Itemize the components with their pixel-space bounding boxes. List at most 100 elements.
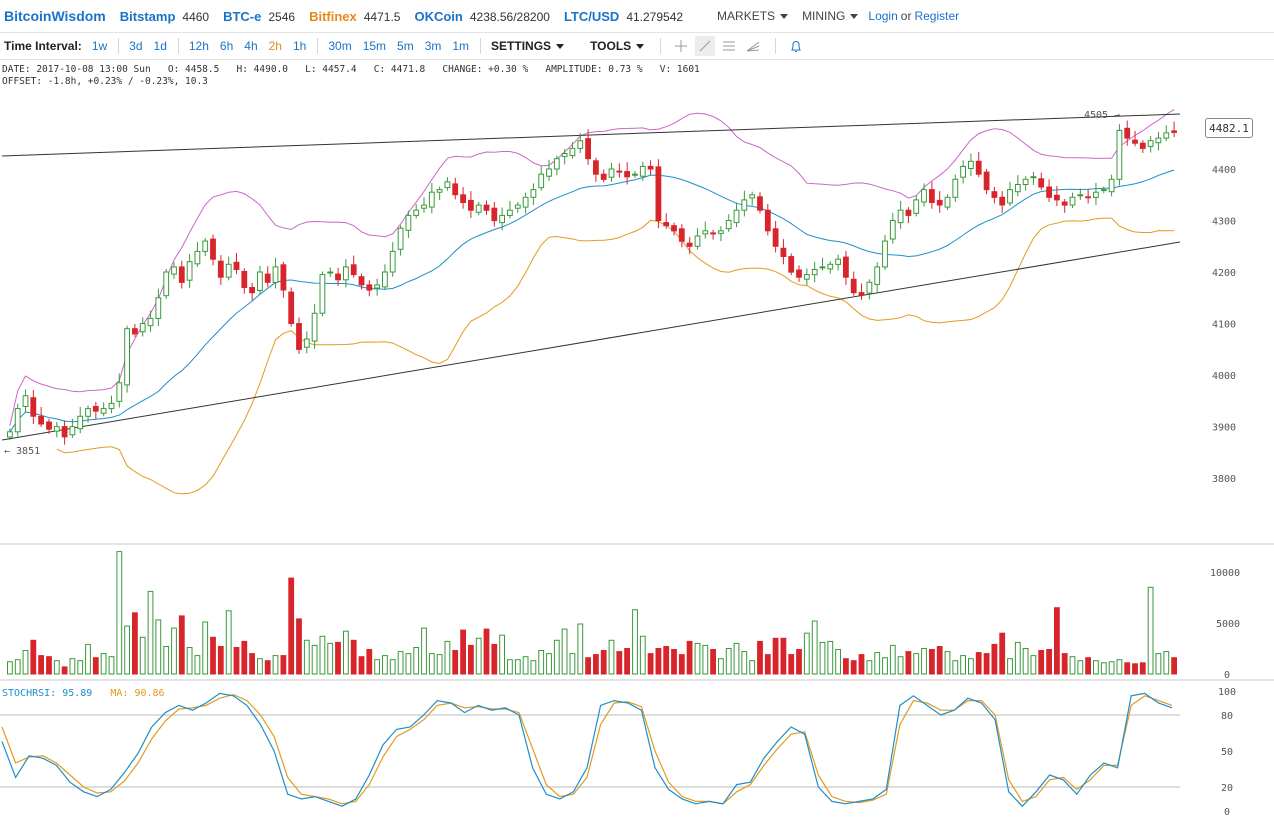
settings-menu[interactable]: SETTINGS xyxy=(491,39,565,53)
candle-body xyxy=(569,147,576,157)
volume-bar xyxy=(475,637,482,675)
exchange-name[interactable]: OKCoin xyxy=(414,8,463,24)
login-link[interactable]: Login xyxy=(868,9,898,23)
volume-bar xyxy=(780,637,787,675)
candle-body xyxy=(139,323,146,333)
interval-6h[interactable]: 6h xyxy=(219,39,234,53)
site-logo[interactable]: BitcoinWisdom xyxy=(4,8,106,24)
volume-bar xyxy=(522,656,529,675)
parallel-lines-icon[interactable] xyxy=(719,36,739,56)
stoch-tick-label: 80 xyxy=(1221,711,1233,722)
chevron-down-icon xyxy=(636,43,645,49)
candle-body xyxy=(936,199,943,206)
bollinger-lower-line xyxy=(56,217,1175,495)
volume-bar xyxy=(764,654,771,675)
candle-body xyxy=(639,165,646,177)
volume-bar xyxy=(803,632,810,675)
volume-bar xyxy=(968,658,974,675)
candle-body xyxy=(186,261,193,281)
settings-label[interactable]: SETTINGS xyxy=(491,39,552,53)
candle-body xyxy=(1116,129,1123,180)
candle-body xyxy=(1100,189,1107,192)
price-chart[interactable]: 4400 4300 4200 4100 4000 3900 3800 10000 5000 0 10… xyxy=(0,60,1274,822)
mining-menu[interactable]: MINING xyxy=(802,9,859,23)
volume-bar xyxy=(85,643,91,675)
volume-bar xyxy=(1054,607,1060,675)
interval-1h[interactable]: 1h xyxy=(292,39,307,53)
volume-bar xyxy=(1085,657,1091,675)
candle-body xyxy=(968,160,974,170)
bell-icon[interactable] xyxy=(786,36,806,56)
volume-bar xyxy=(553,639,560,675)
volume-bar xyxy=(202,621,209,675)
volume-bar xyxy=(593,654,599,675)
exchange-name[interactable]: LTC/USD xyxy=(563,8,620,24)
interval-1w[interactable]: 1w xyxy=(91,39,108,53)
candle-body xyxy=(233,261,240,271)
interval-12h[interactable]: 12h xyxy=(188,39,209,53)
volume-bar xyxy=(561,628,568,675)
fan-icon[interactable] xyxy=(743,36,763,56)
price-tick-label: 3800 xyxy=(1212,474,1236,485)
candle-body xyxy=(1093,191,1099,198)
tools-label[interactable]: TOOLS xyxy=(590,39,632,53)
candle-body xyxy=(1038,178,1045,188)
divider xyxy=(480,38,482,54)
mining-label[interactable]: MINING xyxy=(802,9,846,23)
interval-1d[interactable]: 1d xyxy=(153,39,167,53)
markets-menu[interactable]: MARKETS xyxy=(717,9,789,23)
candle-body xyxy=(327,271,334,274)
volume-bar xyxy=(483,628,490,675)
exchange-btce[interactable]: BTC-e 2546 xyxy=(223,9,295,24)
candle-body xyxy=(1054,194,1060,201)
exchange-okcoin[interactable]: OKCoin 4238.56/28200 xyxy=(414,9,549,24)
crosshair-icon[interactable] xyxy=(671,36,691,56)
interval-30m[interactable]: 30m xyxy=(328,39,352,53)
candle-body xyxy=(155,297,162,319)
volume-bar xyxy=(507,659,513,675)
exchange-bitfinex[interactable]: Bitfinex 4471.5 xyxy=(309,9,400,24)
volume-bar xyxy=(858,654,865,675)
bollinger-upper-line xyxy=(9,108,1175,426)
volume-bar xyxy=(171,627,177,675)
price-tick-label: 4200 xyxy=(1212,268,1236,279)
candle-body xyxy=(1030,176,1037,179)
volume-bar xyxy=(1139,662,1146,675)
interval-2h[interactable]: 2h xyxy=(268,39,282,53)
upper-trendline xyxy=(1,113,1181,157)
tools-menu[interactable]: TOOLS xyxy=(590,39,645,53)
exchange-name[interactable]: BTC-e xyxy=(223,8,262,24)
volume-bar xyxy=(452,650,459,675)
candle-body xyxy=(749,194,756,199)
line-draw-icon[interactable] xyxy=(695,36,716,56)
interval-3d[interactable]: 3d xyxy=(129,39,143,53)
volume-bar xyxy=(335,641,341,675)
trendlines xyxy=(1,113,1181,441)
candle-body xyxy=(608,168,615,178)
candle-body xyxy=(624,171,631,178)
volume-bar xyxy=(530,660,537,675)
markets-label[interactable]: MARKETS xyxy=(717,9,776,23)
volume-bar xyxy=(428,653,435,675)
register-link[interactable]: Register xyxy=(914,9,960,23)
candle-body xyxy=(803,274,810,280)
interval-15m[interactable]: 15m xyxy=(362,39,387,53)
volume-bar xyxy=(38,655,45,675)
exchange-bitstamp[interactable]: Bitstamp 4460 xyxy=(120,9,209,24)
current-price-box: 4482.1 xyxy=(1205,118,1253,138)
exchange-name[interactable]: Bitstamp xyxy=(119,8,176,24)
exchange-ltcusd[interactable]: LTC/USD 41.279542 xyxy=(564,9,683,24)
volume-bar xyxy=(538,650,545,675)
volume-bar xyxy=(69,658,76,675)
volume-bar xyxy=(1014,641,1021,675)
price-tick-label: 4100 xyxy=(1212,320,1236,331)
exchange-name[interactable]: Bitfinex xyxy=(309,8,357,24)
interval-1m[interactable]: 1m xyxy=(452,39,470,53)
volume-bar xyxy=(444,640,451,675)
interval-3m[interactable]: 3m xyxy=(424,39,442,53)
volume-bar xyxy=(296,618,302,675)
volume-tick-label: 0 xyxy=(1224,670,1230,681)
interval-4h[interactable]: 4h xyxy=(244,39,258,53)
interval-5m[interactable]: 5m xyxy=(397,39,414,53)
volume-bar xyxy=(1030,655,1037,675)
